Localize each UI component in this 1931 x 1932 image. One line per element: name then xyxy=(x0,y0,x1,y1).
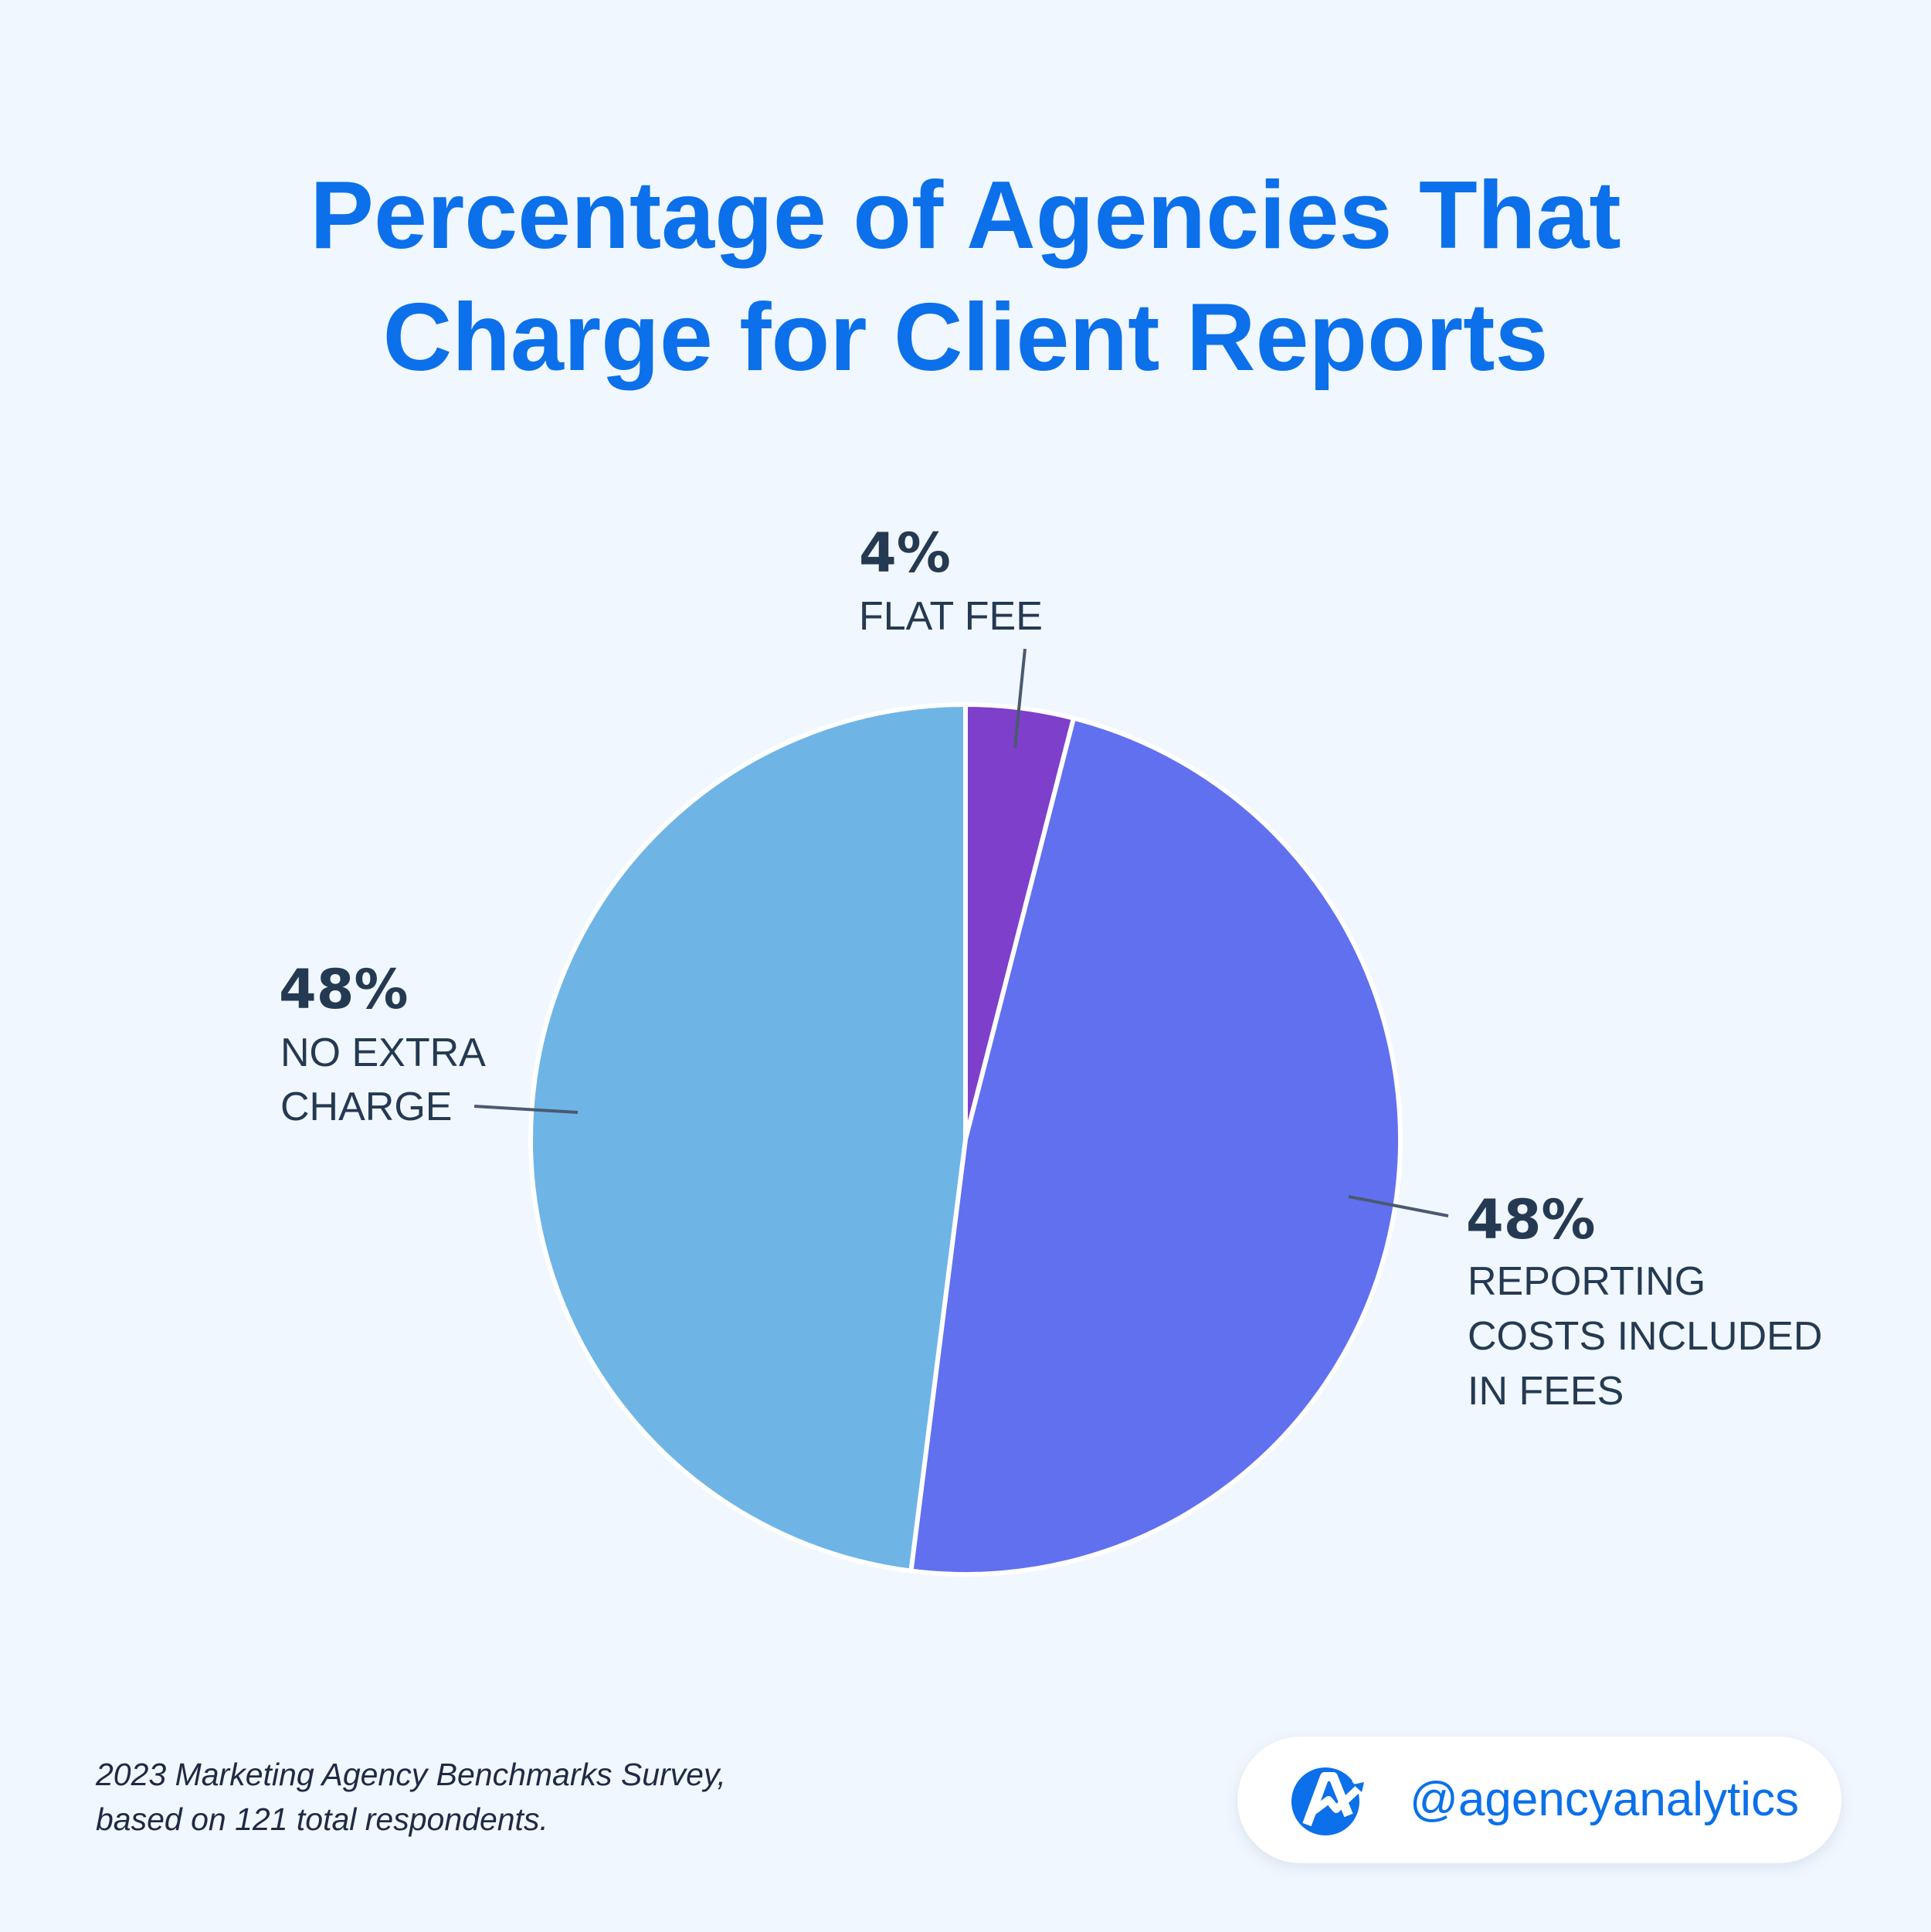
slice-label-reporting-line-3: IN FEES xyxy=(1468,1369,1624,1414)
slice-label-name-no-extra: NO EXTRA CHARGE xyxy=(280,1031,494,1129)
slice-label-name-flat-fee: FLAT FEE xyxy=(859,594,1043,639)
brand-badge: @agencyanalytics xyxy=(1237,1737,1841,1863)
source-footnote: 2023 Marketing Agency Benchmarks Survey,… xyxy=(96,1752,726,1842)
leader-line-reporting xyxy=(1348,1195,1449,1217)
slice-label-value-flat-fee: 4% xyxy=(859,521,951,585)
slice-label-no-extra-line-1: NO EXTRA xyxy=(280,1031,486,1075)
chart-title-line-2: Charge for Client Reports xyxy=(382,284,1549,391)
slice-label-reporting-line-2: COSTS INCLUDED xyxy=(1468,1314,1822,1359)
slice-label-reporting-line-1: REPORTING xyxy=(1468,1259,1705,1304)
leader-line-no-extra xyxy=(473,1105,579,1114)
pie-slice-no-extra xyxy=(528,702,968,1574)
slice-label-no-extra-line-2: CHARGE xyxy=(280,1085,452,1129)
source-footnote-line-2: based on 121 total respondents. xyxy=(96,1801,548,1837)
slice-label-value-reporting: 48% xyxy=(1466,1188,1596,1251)
pie-slice-reporting xyxy=(908,715,1403,1577)
slice-label-flat-fee-line-1: FLAT FEE xyxy=(859,594,1043,639)
chart-title: Percentage of Agencies That Charge for C… xyxy=(0,154,1931,399)
brand-handle: @agencyanalytics xyxy=(1410,1773,1800,1826)
pie-slices xyxy=(528,702,1403,1577)
leader-line-flat-fee xyxy=(1013,648,1027,749)
source-footnote-line-1: 2023 Marketing Agency Benchmarks Survey, xyxy=(96,1757,726,1792)
slice-label-name-reporting: REPORTING COSTS INCLUDED IN FEES xyxy=(1468,1259,1834,1414)
chart-title-line-1: Percentage of Agencies That xyxy=(310,162,1621,269)
slice-label-value-no-extra: 48% xyxy=(279,958,409,1021)
agencyanalytics-logo-icon xyxy=(1291,1767,1367,1835)
